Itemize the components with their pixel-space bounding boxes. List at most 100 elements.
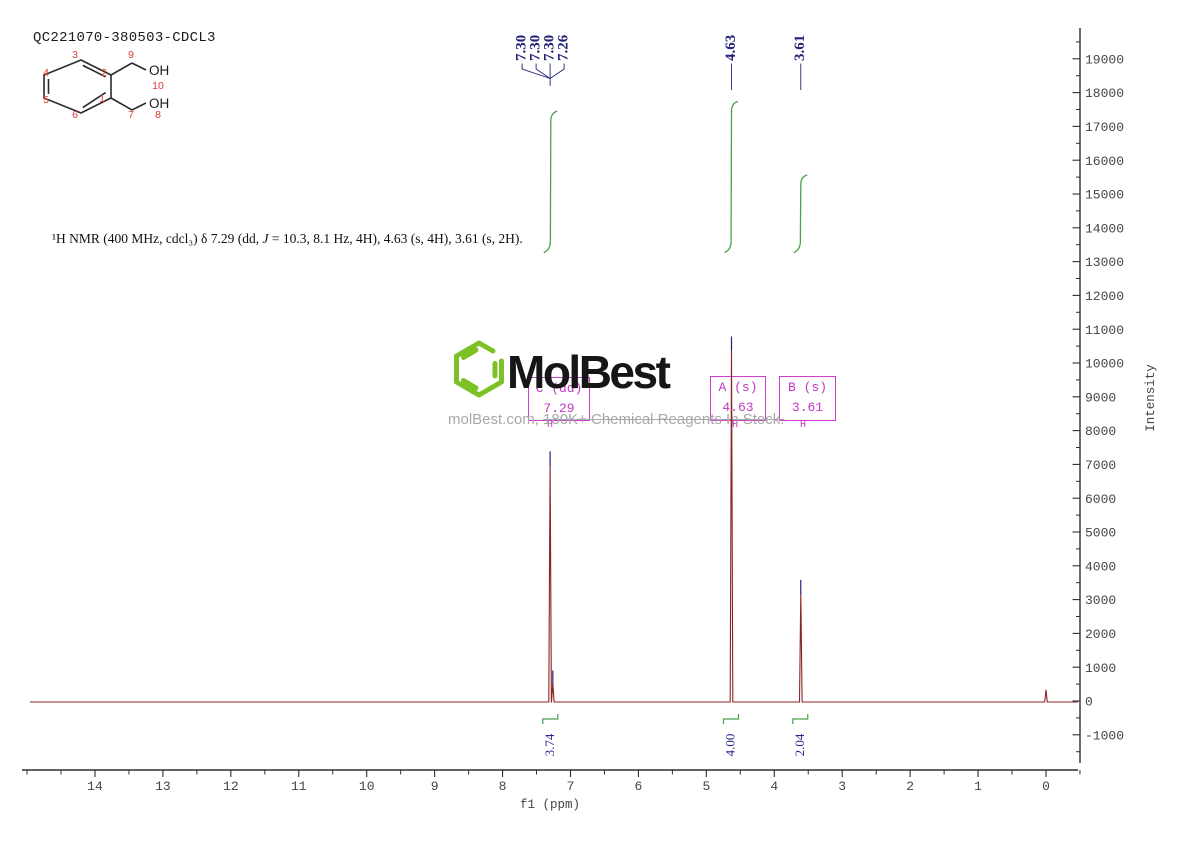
integral-bracket [792,714,809,724]
x-tick-label: 10 [359,779,375,794]
citation-j-symbol: J [262,231,269,246]
y-axis: 19000 18000 17000 16000 15000 14000 13000 12000… [1072,28,1158,763]
atom-number-10: 10 [152,80,164,92]
inner-bond-2 [461,378,479,391]
integral-value-label: 4.00 [722,734,737,757]
multiplet-box-b: B (s) 3.61 [779,376,836,421]
bond-c1-c7 [110,97,133,111]
multiplet-b-h-marker: H [799,420,806,431]
multiplet-b-header: B (s) [787,380,827,395]
peak-shift-label: 4.63 [723,35,739,61]
integral-bracket [722,714,740,724]
atom-number-1: 1 [99,93,105,105]
label-connector-line [549,63,565,79]
inner-bond-1 [461,347,479,360]
watermark-struck-text: 180K+ Chemical Reagents In Stock. [543,411,785,428]
y-tick-label: 7000 [1085,458,1116,473]
peak-shift-label: 3.61 [792,35,808,61]
atom-number-3: 3 [72,49,78,61]
atom-number-2: 2 [101,67,107,79]
x-tick-label: 8 [499,779,507,794]
y-tick-label: 17000 [1085,120,1124,135]
y-tick-label: 6000 [1085,492,1116,507]
peak-shift-label: 7.30 [542,35,558,61]
atom-number-6: 6 [72,109,78,121]
y-axis-title: Intensity [1144,364,1158,432]
atom-number-9: 9 [128,49,134,61]
x-tick-label: 6 [635,779,643,794]
y-tick-label: 15000 [1085,188,1124,203]
peak-shift-label: 7.30 [514,35,530,61]
nmr-citation: ¹H NMR (400 MHz, cdcl₃) δ 7.29 (dd, J = … [52,231,523,247]
bond-c7-o8 [131,102,147,111]
y-tick-label: 13000 [1085,255,1124,270]
y-tick-label: 11000 [1085,323,1124,338]
x-tick-label: 4 [770,779,778,794]
hexagon-outline [454,340,504,398]
double-bond-2-3 [82,64,106,78]
atom-number-7: 7 [128,109,134,121]
multiplet-a-shift: 4.63 [722,400,754,415]
integral-value-label: 2.04 [792,733,807,756]
bond-c2-c9 [110,62,133,76]
x-tick-label: 9 [431,779,439,794]
y-tick-label: -1000 [1085,728,1124,743]
multiplet-box-c: C (dd) 7.29 [528,377,590,421]
multiplet-c-header: C (dd) [535,381,583,396]
y-tick-label: 8000 [1085,424,1116,439]
bond-lines [43,59,147,114]
y-tick-label: 1000 [1085,661,1116,676]
y-tick-label: 12000 [1085,289,1124,304]
integral-curve [543,110,558,254]
multiplet-box-a: A (s) 4.63 [710,376,766,421]
x-tick-label: 1 [974,779,982,794]
citation-part2: = 10.3, 8.1 Hz, 4H), 4.63 (s, 4H), 3.61 … [268,231,523,246]
hydroxyl-labels: OH OH [149,63,169,111]
y-tick-label: 4000 [1085,559,1116,574]
citation-part1: ¹H NMR (400 MHz, cdcl₃) δ 7.29 (dd, [52,231,263,246]
watermark-prefix: molBest.com, [448,411,544,428]
y-tick-label: 5000 [1085,526,1116,541]
brand-wordmark: MolBest [507,346,671,398]
integral-bracket [542,714,559,724]
x-axis-title: f1 (ppm) [520,798,580,812]
multiplet-c-h-marker: H [546,420,553,431]
y-tick-label: 9000 [1085,390,1116,405]
x-axis: 14 13 12 11 10 9 8 7 6 5 4 3 2 1 0f1 (ppm) [22,769,1081,812]
multiplet-a-h-marker: H [731,420,738,431]
label-connector-line [521,63,551,79]
integral-curve [724,100,739,254]
double-bond-1-6 [82,91,107,109]
multiplet-a-header: A (s) [718,380,758,395]
y-tick-label: 3000 [1085,593,1116,608]
integral-curve [793,174,808,254]
atom-numbers: 3 9 4 2 10 5 1 6 7 8 [43,49,164,121]
y-tick-label: 19000 [1085,52,1124,67]
oh-bottom-label: OH [149,96,169,111]
molecule-structure: OH OH 3 9 4 2 10 5 1 6 7 8 [43,49,169,121]
x-tick-label: 2 [906,779,914,794]
integral-value-label: 3.74 [542,733,557,756]
multiplet-b-shift: 3.61 [791,400,824,415]
watermark-tagline: molBest.com, 180K+ Chemical Reagents In … [448,411,784,428]
y-tick-label: 2000 [1085,627,1116,642]
integrals: 3.74 4.00 2.04 [542,100,809,757]
y-tick-label: 10000 [1085,357,1124,372]
x-tick-label: 7 [567,779,575,794]
atom-number-5: 5 [43,94,49,106]
peak-marker-ticks [549,336,802,685]
x-tick-label: 5 [702,779,710,794]
y-tick-label: 0 [1085,695,1093,710]
x-tick-label: 13 [155,779,171,794]
peak-shift-label: 7.30 [528,35,544,61]
peak-shift-labels: 7.307.307.307.26 4.63 3.61 [514,34,808,90]
logo-hexagon-icon [454,340,504,398]
label-connector-line [535,63,551,79]
y-tick-label: 14000 [1085,221,1124,236]
spectrum-trace [30,349,1078,703]
oh-top-label: OH [149,63,169,78]
x-tick-label: 12 [223,779,239,794]
atom-number-4: 4 [43,67,49,79]
sample-title: QC221070-380503-CDCL3 [33,30,216,46]
